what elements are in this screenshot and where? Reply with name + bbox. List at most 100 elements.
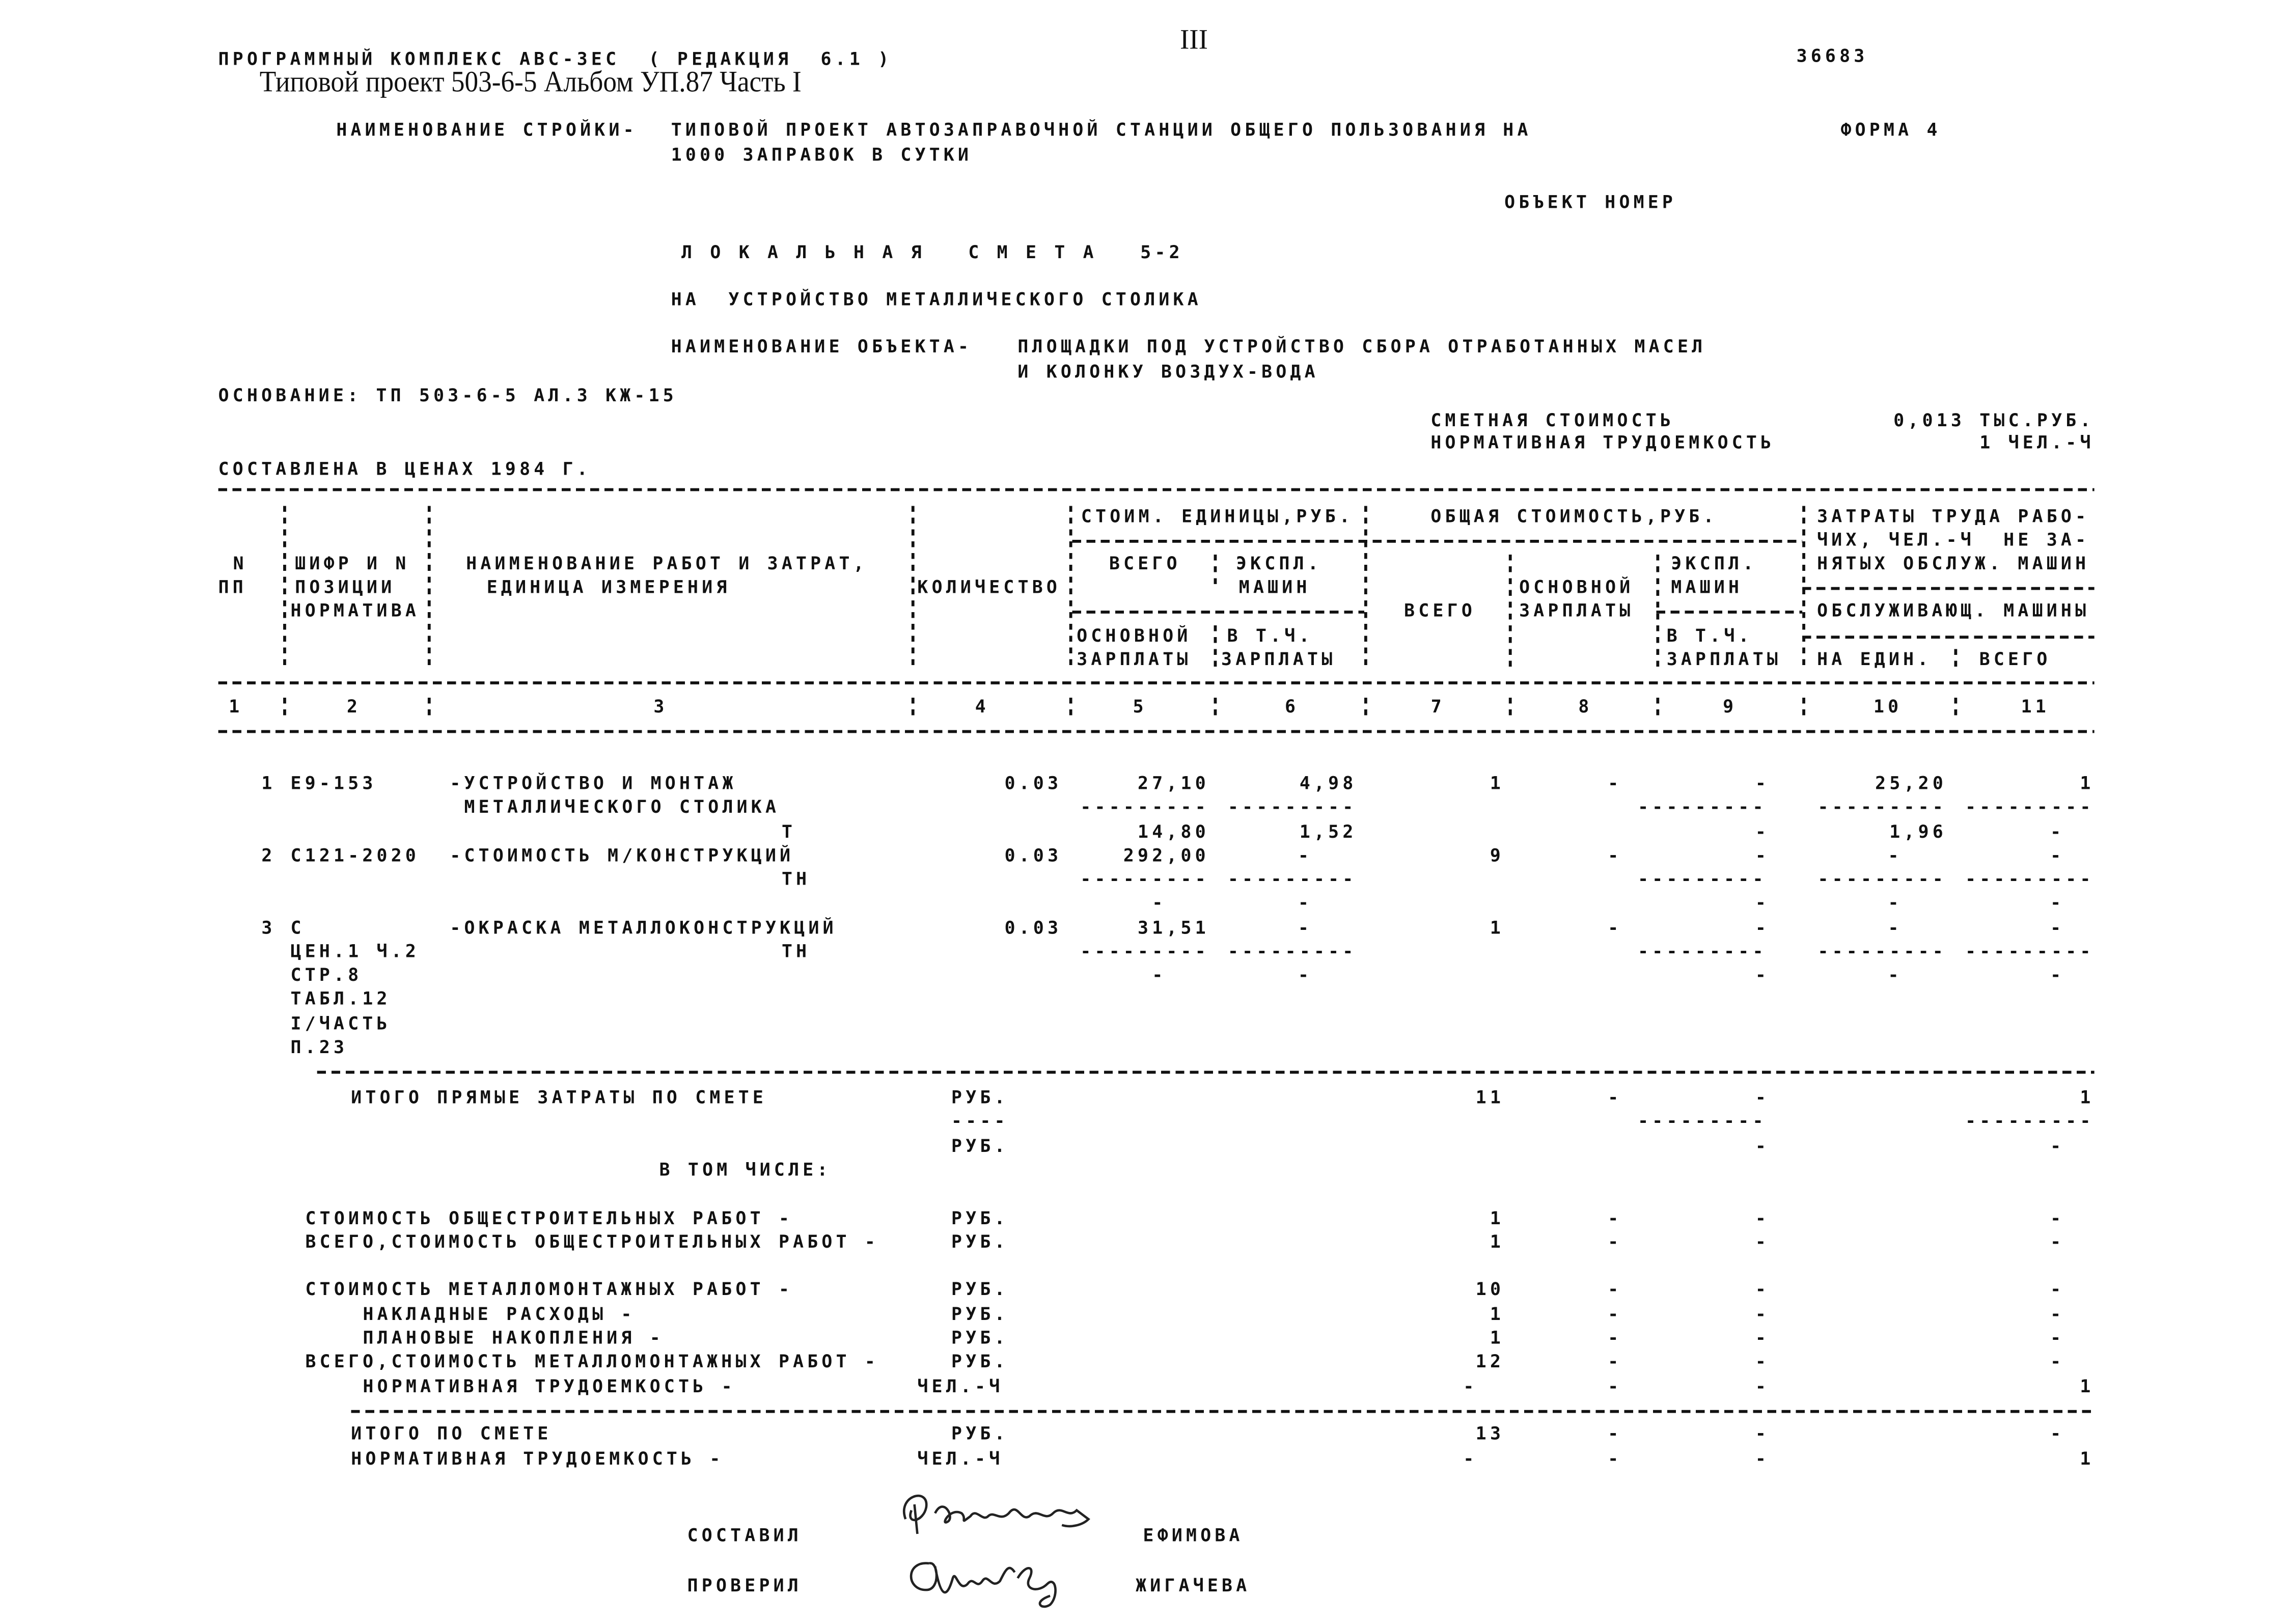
column-separator bbox=[1656, 697, 1660, 719]
cell-c9: - bbox=[1755, 1207, 1770, 1228]
totals-label: НОРМАТИВНАЯ ТРУДОЕМКОСТЬ - bbox=[351, 1447, 724, 1469]
divider bbox=[218, 730, 2095, 733]
labor-value: 1 ЧЕЛ.-Ч bbox=[1979, 432, 2095, 453]
column-number: 1 bbox=[229, 696, 243, 717]
cell-c8: - bbox=[1608, 1447, 1622, 1469]
divider bbox=[1072, 540, 1803, 543]
column-number: 6 bbox=[1284, 696, 1300, 717]
column-separator bbox=[1802, 506, 1805, 671]
signature-checked bbox=[910, 1562, 1057, 1608]
labor-label: НОРМАТИВНАЯ ТРУДОЕМКОСТЬ bbox=[1430, 432, 1775, 453]
cell-c9: - bbox=[1755, 773, 1770, 794]
program-name: ПРОГРАММНЫЙ КОМПЛЕКС АВС-3ЕС ( РЕДАКЦИЯ … bbox=[218, 48, 893, 70]
column-number: 9 bbox=[1723, 696, 1738, 717]
row-code: П.23 bbox=[290, 1036, 348, 1058]
page-number: III bbox=[1179, 25, 1208, 57]
cell-c7: 12 bbox=[1475, 1351, 1505, 1372]
cell-c10: - bbox=[1888, 917, 1903, 938]
column-separator bbox=[1954, 649, 1958, 671]
cell-c9: - bbox=[1755, 965, 1770, 986]
totals-unit: РУБ. bbox=[951, 1231, 1009, 1252]
header-c6-4: ЗАРПЛАТЫ bbox=[1221, 649, 1336, 670]
cell-c7: 10 bbox=[1475, 1279, 1505, 1300]
cell-c9: - bbox=[1755, 1231, 1770, 1252]
cell-c10: 1,96 bbox=[1889, 820, 1947, 842]
cell-c11: 1 bbox=[2080, 1447, 2095, 1469]
column-separator bbox=[283, 506, 286, 671]
row-code: I/ЧАСТЬ bbox=[290, 1012, 391, 1034]
row-number: 1 bbox=[261, 773, 276, 794]
cell-qty: 0.03 bbox=[1004, 917, 1062, 938]
cell-c5-rule: --------- bbox=[1080, 869, 1209, 890]
header-c11: ВСЕГО bbox=[1979, 649, 2051, 670]
cell-c10: - bbox=[1888, 893, 1903, 914]
header-c9-2: МАШИН bbox=[1671, 576, 1743, 597]
column-number: 3 bbox=[653, 696, 668, 717]
cell-c11: 1 bbox=[2080, 1087, 2095, 1108]
cost-label: СМЕТНАЯ СТОИМОСТЬ bbox=[1430, 410, 1675, 431]
column-separator bbox=[1364, 506, 1367, 671]
column-number: 2 bbox=[346, 696, 362, 717]
object-name-line2: И КОЛОНКУ ВОЗДУХ-ВОДА bbox=[1017, 361, 1319, 382]
document-number: 36683 bbox=[1796, 45, 1868, 67]
cell-c7: 11 bbox=[1475, 1087, 1505, 1108]
header-code-3: НОРМАТИВА bbox=[290, 600, 420, 621]
document-subject: НА УСТРОЙСТВО МЕТАЛЛИЧЕСКОГО СТОЛИКА bbox=[671, 289, 1202, 310]
checked-name: ЖИГАЧЕВА bbox=[1136, 1575, 1251, 1596]
cell-c11: - bbox=[2050, 893, 2065, 914]
row-unit: Т bbox=[781, 820, 796, 842]
cell-c5-rule: --------- bbox=[1080, 941, 1209, 961]
row-name: -УСТРОЙСТВО И МОНТАЖ bbox=[450, 773, 737, 794]
object-label: НАИМЕНОВАНИЕ ОБЪЕКТА- bbox=[671, 336, 973, 357]
totals-unit: РУБ. bbox=[951, 1423, 1009, 1444]
cell-c11: - bbox=[2050, 1327, 2065, 1348]
cell-c6-rule: --------- bbox=[1227, 869, 1357, 890]
divider bbox=[1802, 636, 2095, 639]
cell-qty: 0.03 bbox=[1004, 773, 1062, 794]
checked-label: ПРОВЕРИЛ bbox=[687, 1575, 802, 1596]
cell-c11: 1 bbox=[2080, 1375, 2095, 1396]
totals-label: ИТОГО ПО СМЕТЕ bbox=[351, 1423, 552, 1444]
cell-c8: - bbox=[1608, 1303, 1622, 1324]
cell-c9: - bbox=[1755, 1279, 1770, 1300]
basis: ОСНОВАНИЕ: ТП 503-6-5 АЛ.3 КЖ-15 bbox=[218, 384, 677, 406]
header-unit-cost: СТОИМ. ЕДИНИЦЫ,РУБ. bbox=[1081, 506, 1354, 527]
row-unit: ТН bbox=[781, 869, 811, 890]
cell-qty: 0.03 bbox=[1004, 844, 1062, 866]
column-separator bbox=[1069, 697, 1072, 719]
column-number: 11 bbox=[2021, 696, 2050, 717]
cell-c11: - bbox=[2050, 965, 2065, 986]
cell-c6: 1,52 bbox=[1299, 820, 1357, 842]
totals-unit: РУБ. bbox=[951, 1207, 1009, 1228]
totals-label: НОРМАТИВНАЯ ТРУДОЕМКОСТЬ - bbox=[363, 1375, 736, 1396]
cell-c7: - bbox=[1463, 1447, 1478, 1469]
header-c6-3: В Т.Ч. bbox=[1227, 625, 1313, 646]
header-code-1: ШИФР И N bbox=[295, 553, 410, 574]
totals-unit: РУБ. bbox=[951, 1303, 1009, 1324]
header-c5-3: ЗАРПЛАТЫ bbox=[1077, 649, 1192, 670]
column-separator bbox=[1656, 554, 1660, 671]
divider bbox=[218, 681, 2095, 684]
cell-c8: - bbox=[1608, 844, 1622, 866]
header-code-2: ПОЗИЦИИ bbox=[295, 576, 396, 597]
cell-c7: 1 bbox=[1490, 1231, 1505, 1252]
divider bbox=[351, 1410, 2095, 1413]
header-labor-2: ЧИХ, ЧЕЛ.-Ч НЕ ЗА- bbox=[1817, 529, 2090, 550]
cell-c8: - bbox=[1608, 1423, 1622, 1444]
cell-c9: - bbox=[1755, 1447, 1770, 1469]
cell-c7: 13 bbox=[1475, 1423, 1505, 1444]
column-separator bbox=[1214, 625, 1217, 671]
cell-c9: - bbox=[1755, 1351, 1770, 1372]
row-code: СТР.8 bbox=[290, 965, 363, 986]
cell-c9: - bbox=[1755, 820, 1770, 842]
row-number: 2 bbox=[261, 844, 276, 866]
cell-c11-rule: --------- bbox=[1965, 796, 2095, 818]
row-code: Е9-153 bbox=[290, 773, 377, 794]
document-title: Л О К А Л Ь Н А Я С М Е Т А 5-2 bbox=[681, 241, 1183, 263]
cell-c5: - bbox=[1152, 893, 1167, 914]
cell-c6: - bbox=[1298, 917, 1313, 938]
column-number: 10 bbox=[1873, 696, 1903, 717]
header-c5-2: ОСНОВНОЙ bbox=[1077, 625, 1192, 646]
cell-c11: - bbox=[2050, 1351, 2065, 1372]
signature-compiled bbox=[903, 1494, 1090, 1534]
